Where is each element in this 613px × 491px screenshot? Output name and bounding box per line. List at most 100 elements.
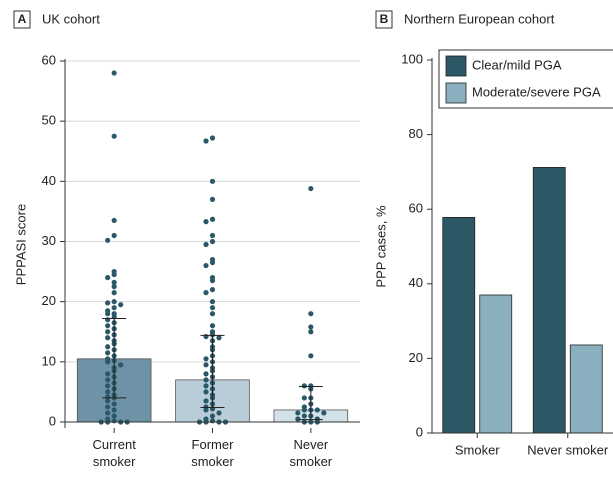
y-tick-label: 60 [409, 201, 423, 216]
data-point [295, 410, 301, 416]
data-point [105, 371, 111, 377]
data-point [111, 133, 117, 139]
data-point [105, 350, 111, 356]
data-point [308, 353, 314, 359]
data-point [111, 279, 117, 286]
data-point [203, 333, 209, 340]
panel-label: A [18, 12, 27, 26]
data-point [216, 410, 222, 416]
x-tick-label: Smoker [455, 442, 500, 457]
x-tick-label: Never smoker [527, 442, 609, 457]
error-bar [200, 334, 225, 409]
data-point [111, 314, 117, 320]
data-point [111, 413, 117, 419]
data-point [118, 362, 124, 368]
y-tick-label: 20 [42, 293, 56, 308]
legend-swatch [445, 55, 467, 77]
data-point [209, 196, 216, 202]
data-point [105, 377, 111, 383]
data-point [105, 383, 111, 389]
data-point [105, 329, 111, 335]
data-point [105, 404, 111, 410]
data-point [209, 311, 216, 317]
y-axis-label: PPP cases, % [373, 205, 388, 288]
data-point [105, 237, 111, 243]
data-point [203, 389, 209, 395]
data-point [301, 413, 307, 419]
data-point [105, 335, 111, 341]
data-point [209, 323, 216, 329]
data-point [118, 302, 124, 308]
data-point [105, 389, 111, 395]
data-point [105, 274, 111, 281]
data-point [209, 216, 216, 222]
data-point [203, 371, 209, 377]
data-point [105, 410, 111, 416]
data-point [105, 300, 111, 306]
data-point [203, 241, 209, 248]
data-point [203, 407, 209, 413]
data-point [209, 277, 216, 284]
data-point [203, 262, 209, 269]
y-tick-label: 100 [401, 51, 423, 66]
data-point [111, 284, 117, 290]
data-point [111, 271, 117, 278]
data-point [111, 290, 117, 296]
data-point [111, 217, 117, 224]
x-tick-label: Never smoker [290, 437, 333, 469]
data-point [209, 299, 216, 305]
data-point [105, 359, 111, 365]
data-point [301, 407, 307, 413]
data-point [203, 290, 209, 296]
data-point [111, 70, 117, 76]
data-point [105, 344, 111, 350]
error-bar [298, 385, 323, 421]
data-point [301, 395, 307, 401]
panel-label-box [13, 10, 31, 29]
data-point [209, 135, 216, 141]
y-tick-label: 10 [42, 353, 56, 368]
data-point [111, 305, 117, 311]
panel-label-box [375, 10, 393, 29]
x-tick-label: Former smoker [191, 437, 234, 469]
data-point [203, 383, 209, 389]
y-tick-label: 50 [42, 113, 56, 128]
data-point [209, 259, 216, 266]
data-point [105, 398, 111, 404]
bar [532, 167, 566, 434]
data-point [203, 356, 209, 362]
data-point [111, 232, 117, 239]
y-tick-label: 40 [42, 173, 56, 188]
data-point [203, 219, 209, 225]
data-point [209, 305, 216, 311]
data-point [203, 377, 209, 383]
legend-box [438, 49, 613, 109]
y-tick-label: 30 [42, 233, 56, 248]
data-point [111, 299, 117, 305]
y-axis-label: PPPASI score [13, 204, 28, 285]
data-point [105, 323, 111, 329]
panel-title: Northern European cohort [404, 11, 555, 26]
data-point [209, 418, 216, 424]
y-tick-label: 0 [49, 413, 56, 428]
data-point [209, 332, 216, 338]
data-point [301, 383, 307, 389]
legend-label: Moderate/severe PGA [472, 84, 601, 99]
y-tick-label: 20 [409, 350, 423, 365]
data-point [111, 407, 117, 413]
data-point [209, 178, 216, 184]
panel-label: B [380, 12, 389, 26]
y-tick-label: 80 [409, 126, 423, 141]
data-point [105, 317, 111, 323]
bar [569, 344, 603, 434]
data-point [203, 362, 209, 368]
data-point [203, 398, 209, 404]
data-point [295, 416, 301, 422]
data-point [105, 311, 111, 317]
data-point [308, 185, 314, 192]
data-point [203, 138, 209, 144]
bar [442, 217, 476, 434]
legend-swatch [445, 82, 467, 104]
data-point [314, 407, 320, 413]
